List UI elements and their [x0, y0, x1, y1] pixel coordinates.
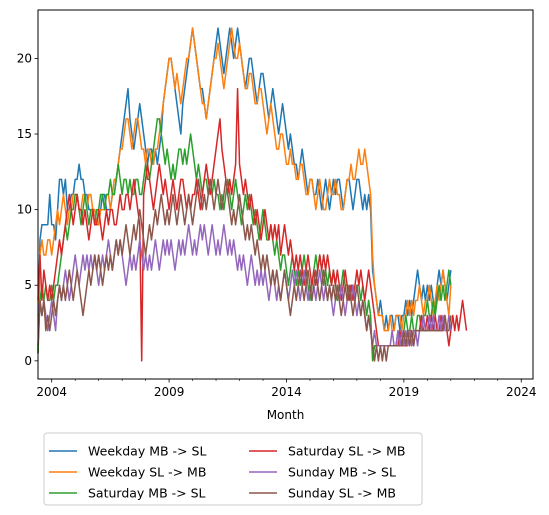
plot-lines	[37, 27, 468, 362]
x-tick-label: 2004	[36, 385, 67, 399]
legend-label: Weekday SL -> MB	[88, 465, 206, 480]
plot-frame	[37, 9, 534, 380]
x-axis: 2004 2009 2014 2019 2024	[36, 379, 537, 399]
x-tick-label: 2014	[271, 385, 302, 399]
legend-frame	[43, 432, 423, 506]
y-tick-label: 0	[24, 354, 32, 368]
y-tick-label: 20	[17, 51, 32, 65]
legend-label: Sunday SL -> MB	[288, 486, 396, 501]
y-axis: 0 5 10 15 20	[17, 51, 38, 368]
y-tick-label: 5	[24, 278, 32, 292]
y-tick-label: 15	[17, 127, 32, 141]
legend: Weekday MB -> SL Weekday SL -> MB Saturday…	[43, 432, 423, 506]
series-line-6	[37, 178, 452, 362]
x-tick-label: 2024	[506, 385, 537, 399]
legend-label: Sunday MB -> SL	[288, 465, 396, 480]
x-axis-label: Month	[267, 408, 305, 422]
legend-label: Saturday MB -> SL	[88, 486, 206, 501]
x-tick-label: 2009	[154, 385, 185, 399]
series-line-4	[37, 87, 468, 362]
y-tick-label: 10	[17, 203, 32, 217]
series-line-5	[37, 224, 452, 347]
x-tick-label: 2019	[389, 385, 420, 399]
legend-label: Saturday SL -> MB	[288, 444, 406, 459]
legend-label: Weekday MB -> SL	[88, 444, 206, 459]
